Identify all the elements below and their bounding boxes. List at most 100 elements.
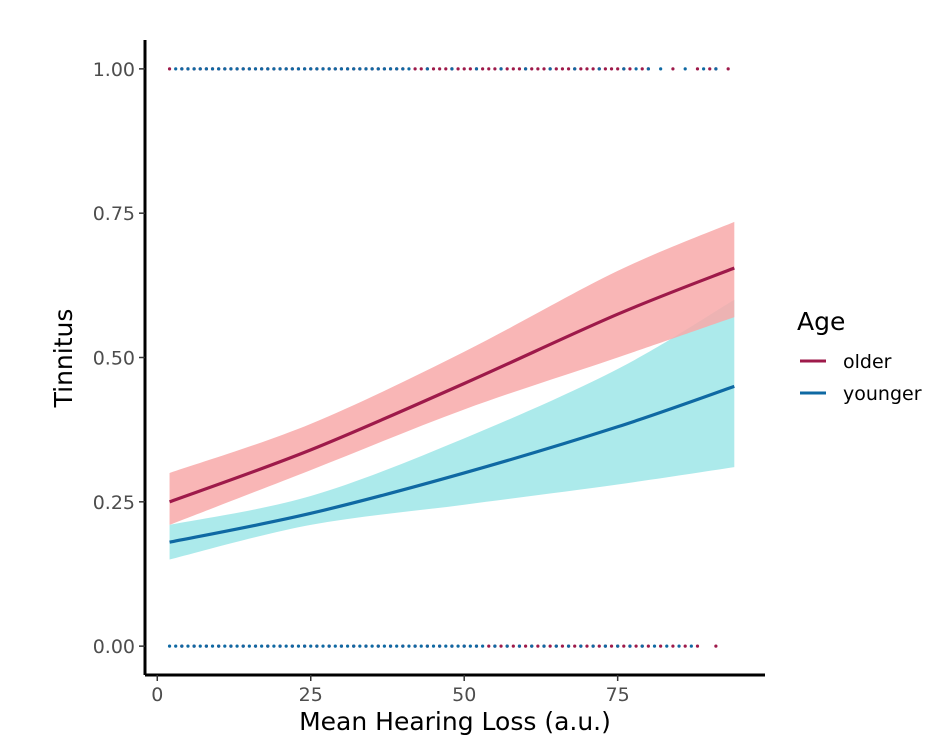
point-younger — [382, 67, 387, 71]
y-axis-title: Tinnitus — [49, 309, 78, 409]
point-older — [548, 644, 552, 648]
point-younger — [247, 67, 251, 71]
point-younger — [413, 644, 417, 648]
point-younger — [407, 67, 411, 71]
point-younger — [352, 67, 356, 71]
point-older — [640, 67, 644, 71]
point-older — [530, 67, 534, 71]
point-younger — [315, 644, 319, 648]
point-younger — [616, 644, 620, 648]
point-younger — [517, 644, 522, 648]
observation-points — [167, 67, 730, 648]
point-younger — [223, 67, 227, 71]
point-younger — [438, 644, 442, 648]
point-older — [695, 67, 700, 71]
y-tick-label: 0.50 — [93, 348, 135, 370]
point-younger — [333, 644, 337, 648]
point-younger — [303, 644, 307, 648]
point-older — [646, 644, 650, 648]
point-younger — [253, 67, 258, 71]
point-older — [505, 67, 509, 71]
point-younger — [640, 644, 644, 648]
point-older — [714, 644, 718, 648]
x-tick-label: 50 — [452, 684, 476, 706]
point-younger — [603, 644, 607, 648]
point-older — [419, 67, 423, 71]
point-younger — [407, 644, 411, 648]
point-older — [671, 67, 675, 71]
point-older — [468, 67, 472, 71]
point-younger — [677, 644, 681, 648]
point-younger — [388, 644, 393, 648]
point-younger — [229, 67, 233, 71]
x-tick-label: 75 — [606, 684, 630, 706]
point-younger — [284, 644, 288, 648]
point-younger — [223, 644, 227, 648]
point-younger — [401, 67, 405, 71]
point-younger — [395, 644, 399, 648]
point-younger — [309, 644, 313, 648]
point-younger — [702, 67, 706, 71]
point-younger — [278, 644, 282, 648]
point-younger — [665, 644, 669, 648]
point-younger — [481, 644, 485, 648]
point-younger — [217, 67, 221, 71]
point-older — [591, 67, 595, 71]
point-older — [462, 67, 466, 71]
point-younger — [253, 644, 258, 648]
point-younger — [462, 644, 466, 648]
point-older — [554, 67, 558, 71]
point-younger — [376, 67, 380, 71]
point-older — [603, 67, 607, 71]
point-younger — [272, 644, 276, 648]
point-older — [616, 67, 620, 71]
point-younger — [352, 644, 356, 648]
point-younger — [266, 67, 270, 71]
legend-label-older: older — [843, 351, 892, 373]
point-older — [609, 644, 614, 648]
point-younger — [419, 644, 423, 648]
point-younger — [266, 644, 270, 648]
point-older — [628, 67, 632, 71]
point-older — [499, 644, 503, 648]
point-younger — [327, 67, 331, 71]
point-younger — [505, 644, 509, 648]
point-older — [671, 644, 675, 648]
point-younger — [339, 644, 344, 648]
point-younger — [388, 67, 393, 71]
confidence-bands — [169, 221, 735, 560]
y-tick-label: 0.00 — [93, 636, 135, 658]
point-older — [726, 67, 730, 71]
point-younger — [198, 644, 202, 648]
point-older — [560, 644, 565, 648]
point-younger — [186, 644, 190, 648]
point-younger — [444, 644, 448, 648]
point-older — [523, 644, 528, 648]
point-younger — [646, 67, 650, 71]
point-older — [634, 644, 638, 648]
point-younger — [186, 67, 190, 71]
point-younger — [597, 67, 601, 71]
point-younger — [345, 67, 350, 71]
point-younger — [468, 644, 472, 648]
point-older — [585, 644, 589, 648]
point-younger — [573, 67, 577, 71]
point-younger — [241, 644, 245, 648]
point-younger — [364, 644, 368, 648]
point-younger — [180, 67, 184, 71]
legend-title: Age — [797, 307, 845, 336]
point-younger — [370, 644, 374, 648]
point-younger — [235, 644, 239, 648]
point-younger — [450, 67, 454, 71]
point-younger — [333, 67, 337, 71]
point-younger — [566, 644, 571, 648]
point-younger — [683, 67, 687, 71]
point-older — [487, 644, 491, 648]
point-younger — [284, 67, 288, 71]
point-older — [517, 67, 522, 71]
point-older — [413, 67, 417, 71]
point-younger — [241, 67, 245, 71]
point-younger — [382, 644, 387, 648]
point-older — [622, 644, 626, 648]
